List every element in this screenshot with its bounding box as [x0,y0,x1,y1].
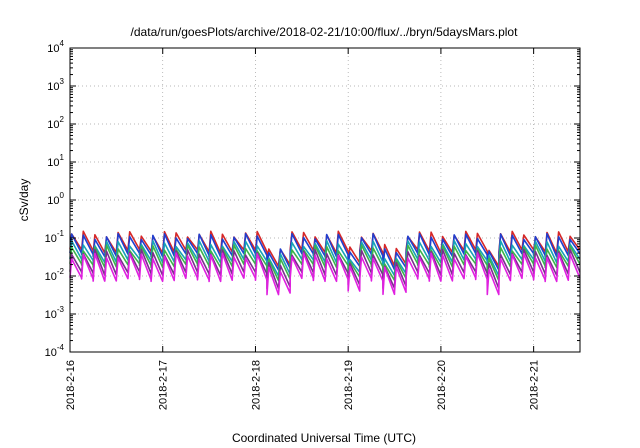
x-tick-label: 2018-2-19 [343,360,355,410]
x-tick-label: 2018-2-21 [529,360,541,410]
chart-title: /data/run/goesPlots/archive/2018-02-21/1… [131,25,519,39]
series-line [69,252,581,296]
y-axis-label: cSv/day [17,179,31,222]
y-tick-label: 100 [47,191,64,207]
x-axis: 2018-2-16 2018-2-17 2018-2-18 2018-2-19 2018… [65,48,541,410]
y-tick-label: 10-1 [45,229,65,245]
x-tick-label: 2018-2-17 [158,360,170,410]
y-tick-label: 10-4 [45,343,65,359]
y-tick-label: 102 [47,115,64,131]
y-tick-label: 10-3 [45,305,65,321]
x-axis-label: Coordinated Universal Time (UTC) [232,431,416,445]
y-tick-label: 101 [47,153,64,169]
grid [70,48,580,352]
y-tick-label: 104 [47,39,64,55]
x-tick-label: 2018-2-16 [65,360,77,410]
series-group [69,230,581,296]
x-tick-label: 2018-2-18 [250,360,262,410]
y-axis: 10-4 10-3 10-2 10-1 100 101 102 103 104 [45,39,580,359]
y-tick-label: 103 [47,77,64,93]
x-tick-label: 2018-2-20 [436,360,448,410]
y-tick-label: 10-2 [45,267,65,283]
